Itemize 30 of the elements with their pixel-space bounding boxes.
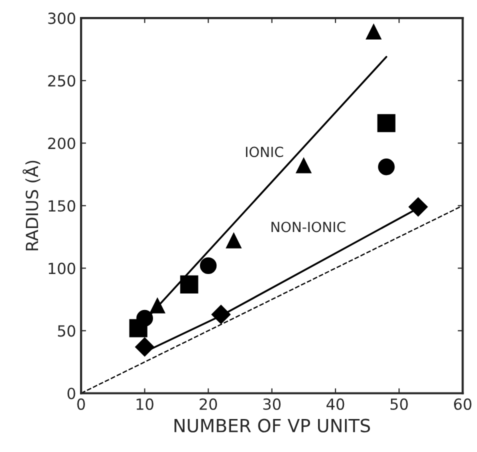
point: [377, 114, 396, 132]
x-tick-label: 40: [326, 398, 344, 410]
x-tick-label: 0: [77, 398, 85, 410]
y-tick-label: 150: [48, 200, 76, 212]
point: [150, 298, 166, 314]
point: [180, 275, 198, 294]
x-tick-label: 10: [136, 398, 154, 410]
annotation: IONIC: [246, 146, 284, 158]
y-tick-label: 0: [68, 388, 76, 400]
point: [296, 158, 312, 174]
point: [135, 337, 154, 357]
x-tick-label: 60: [454, 398, 472, 410]
point: [200, 257, 217, 274]
point: [366, 24, 382, 40]
point: [136, 310, 154, 327]
x-tick-label: 50: [390, 398, 408, 410]
x-axis-title: NUMBER OF VP UNITS: [174, 418, 370, 432]
y-tick-label: 50: [58, 325, 76, 337]
y-tick-label: 300: [48, 12, 76, 24]
y-tick-label: 200: [48, 138, 76, 150]
point: [226, 233, 242, 248]
y-tick-label: 100: [48, 262, 76, 274]
y-tick-label: 250: [48, 75, 76, 87]
point: [211, 304, 231, 324]
x-tick-label: 20: [200, 398, 217, 410]
annotation: NON-IONIC: [272, 222, 346, 232]
x-tick-label: 30: [263, 398, 281, 410]
point: [408, 197, 428, 216]
y-axis-title: RADIUS (Å): [22, 160, 40, 250]
point: [378, 158, 395, 176]
